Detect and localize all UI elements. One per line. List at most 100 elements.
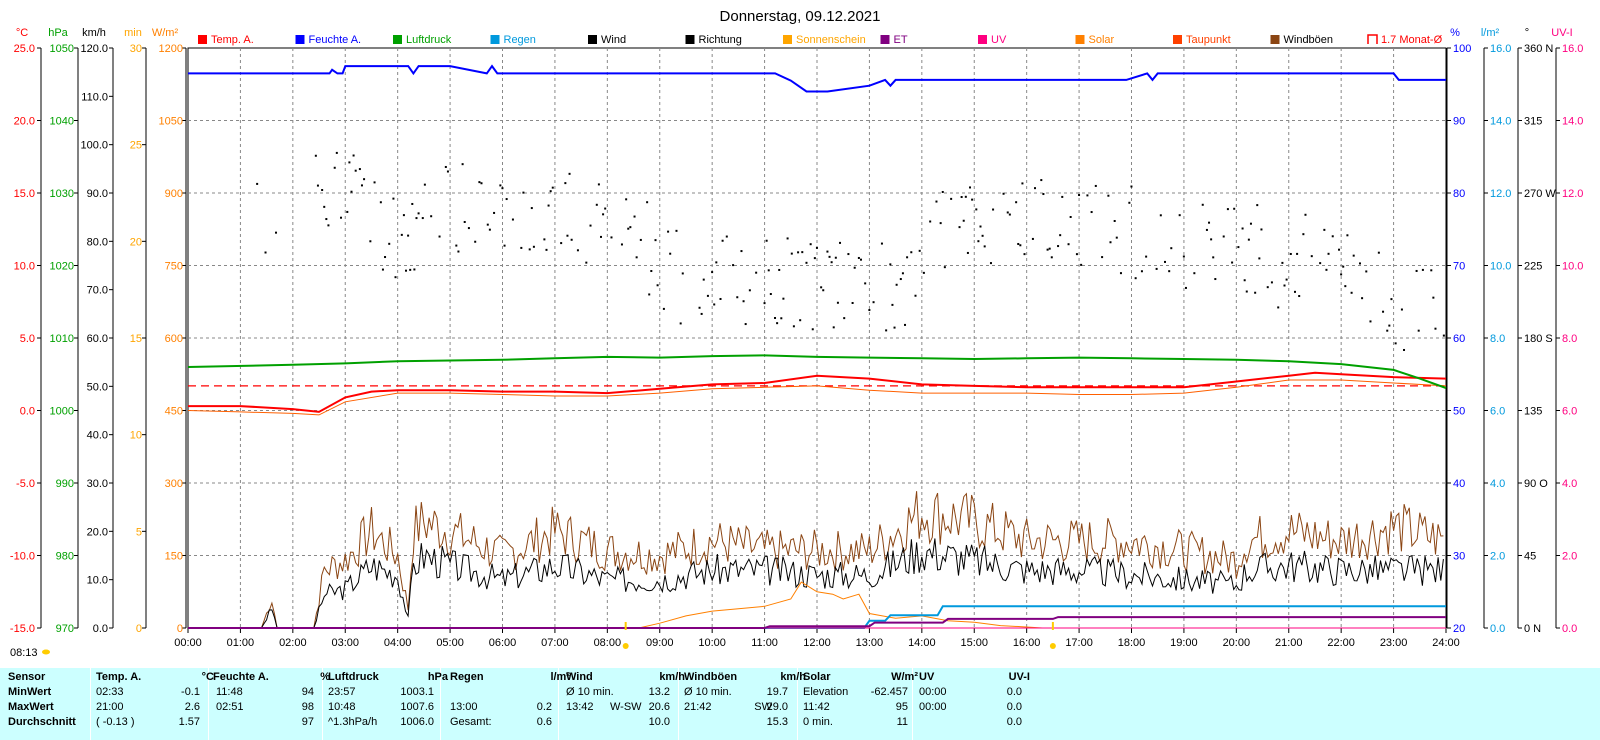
direction-point bbox=[1358, 262, 1361, 265]
summary-separator bbox=[678, 668, 679, 740]
direction-point bbox=[1325, 268, 1328, 271]
y-tick-label-uvi: 12.0 bbox=[1562, 188, 1583, 200]
direction-point bbox=[314, 154, 317, 157]
direction-point bbox=[1134, 277, 1137, 280]
direction-point bbox=[960, 196, 963, 199]
direction-point bbox=[1115, 236, 1118, 239]
summary-table: Sensor Temp. A. °C Feuchte A.% Luftdruck hPa R… bbox=[0, 668, 1600, 740]
direction-point bbox=[983, 245, 986, 248]
summary-value-hum: 94 bbox=[301, 686, 314, 698]
y-tick-label-temp: -5.0 bbox=[16, 478, 35, 490]
y-tick-label-rain: 2.0 bbox=[1490, 551, 1505, 563]
direction-point bbox=[545, 248, 548, 251]
direction-point bbox=[1090, 211, 1093, 214]
summary-value-gust: 15.3 bbox=[766, 716, 788, 728]
y-tick-label-rain: 4.0 bbox=[1490, 478, 1505, 490]
summary-value-uv: 00:00 bbox=[919, 686, 947, 698]
direction-point bbox=[1377, 251, 1380, 254]
summary-value-press: ^1.3hPa/h bbox=[328, 716, 378, 728]
summary-separator bbox=[558, 668, 559, 740]
direction-point bbox=[744, 323, 747, 326]
direction-point bbox=[1258, 257, 1261, 260]
y-axis-unit-uvi: UV-I bbox=[1551, 27, 1572, 39]
direction-point bbox=[335, 151, 338, 154]
summary-value-press: 23:57 bbox=[328, 686, 356, 698]
summary-value-temp: -0.1 bbox=[181, 686, 200, 698]
direction-point bbox=[1298, 295, 1301, 298]
direction-point bbox=[922, 271, 925, 274]
y-tick-label-dir: 225 bbox=[1524, 261, 1542, 273]
direction-point bbox=[893, 326, 896, 329]
x-tick-label: 15:00 bbox=[960, 637, 988, 649]
direction-point bbox=[667, 230, 670, 233]
direction-point bbox=[889, 263, 892, 266]
summary-value-wind: 10.0 bbox=[648, 716, 670, 728]
direction-point bbox=[610, 236, 613, 239]
y-tick-label-wind: 40.0 bbox=[87, 430, 108, 442]
direction-point bbox=[499, 184, 502, 187]
direction-point bbox=[1163, 260, 1166, 263]
y-tick-label-pressure: 1050 bbox=[50, 43, 74, 55]
direction-point bbox=[904, 323, 907, 326]
direction-point bbox=[872, 301, 875, 304]
weather-chart: Donnerstag, 09.12.2021 Temp. A. Feuchte A… bbox=[10, 8, 1584, 659]
direction-point bbox=[1048, 247, 1051, 250]
direction-point bbox=[834, 256, 837, 259]
direction-point bbox=[857, 256, 860, 259]
y-tick-label-uvi: 4.0 bbox=[1562, 478, 1577, 490]
y-tick-label-wind: 110.0 bbox=[81, 91, 108, 103]
direction-point bbox=[1061, 195, 1064, 198]
direction-point bbox=[790, 252, 793, 255]
summary-header-label: Wind bbox=[566, 671, 593, 683]
x-tick-label: 19:00 bbox=[1170, 637, 1198, 649]
direction-point bbox=[864, 282, 867, 285]
y-tick-label-rain: 12.0 bbox=[1490, 188, 1511, 200]
direction-point bbox=[778, 268, 781, 271]
legend-swatch bbox=[783, 35, 792, 44]
direction-point bbox=[950, 197, 953, 200]
summary-row-label: MinWert bbox=[8, 686, 52, 698]
y-tick-label-dir: 90 O bbox=[1524, 478, 1548, 490]
direction-point bbox=[813, 257, 816, 260]
direction-point bbox=[1302, 233, 1305, 236]
direction-point bbox=[560, 242, 563, 245]
direction-point bbox=[650, 270, 653, 273]
direction-point bbox=[325, 218, 328, 221]
direction-point bbox=[1205, 228, 1208, 231]
legend-swatch bbox=[1367, 34, 1378, 44]
direction-point bbox=[1017, 242, 1020, 245]
x-tick-label: 12:00 bbox=[803, 637, 831, 649]
legend-item: Solar bbox=[1075, 34, 1115, 46]
direction-point bbox=[914, 294, 917, 297]
y-tick-label-sunmin: 0 bbox=[136, 623, 142, 635]
direction-point bbox=[899, 278, 902, 281]
direction-point bbox=[528, 248, 531, 251]
direction-point bbox=[1350, 291, 1353, 294]
y-tick-label-temp: 5.0 bbox=[20, 333, 35, 345]
direction-point bbox=[1432, 296, 1435, 299]
direction-point bbox=[1277, 306, 1280, 309]
x-tick-label: 03:00 bbox=[331, 637, 359, 649]
y-tick-label-temp: 10.0 bbox=[14, 261, 35, 273]
y-tick-label-dir: 360 N bbox=[1524, 43, 1553, 55]
direction-point bbox=[895, 283, 898, 286]
y-tick-label-solar: 600 bbox=[165, 333, 183, 345]
direction-point bbox=[1067, 243, 1070, 246]
direction-point bbox=[363, 178, 366, 181]
direction-point bbox=[843, 317, 846, 320]
direction-point bbox=[1214, 278, 1217, 281]
summary-value-gust: Ø 10 min. bbox=[684, 686, 732, 698]
direction-point bbox=[402, 214, 405, 217]
summary-value-temp: ( -0.13 ) bbox=[96, 716, 135, 728]
legend-item: Richtung bbox=[685, 34, 742, 46]
direction-point bbox=[1344, 285, 1347, 288]
y-tick-label-sunmin: 25 bbox=[130, 140, 142, 152]
x-tick-label: 08:00 bbox=[594, 637, 622, 649]
direction-point bbox=[1415, 269, 1418, 272]
direction-point bbox=[520, 246, 523, 249]
direction-point bbox=[1296, 252, 1299, 255]
direction-point bbox=[438, 235, 441, 238]
legend-label: Luftdruck bbox=[406, 34, 452, 46]
direction-point bbox=[1323, 228, 1326, 231]
y-tick-label-hum: 80 bbox=[1453, 188, 1465, 200]
